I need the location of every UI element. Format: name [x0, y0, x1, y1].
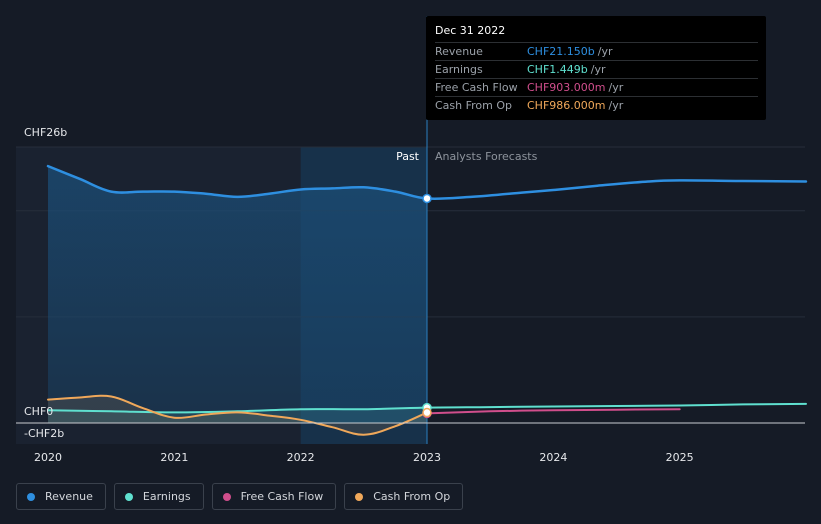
- legend-dot-icon: [124, 492, 133, 501]
- x-tick-label: 2025: [666, 451, 694, 464]
- legend-item-cash-from-op[interactable]: Cash From Op: [344, 483, 464, 510]
- series-areas: [48, 166, 427, 435]
- tooltip-date: Dec 31 2022: [435, 24, 758, 43]
- tooltip-row-value: CHF903.000m: [527, 81, 606, 94]
- x-axis-labels: 2020 2021 2022 2023 2024 2025: [34, 451, 694, 464]
- y-tick-label: -CHF2b: [24, 427, 64, 440]
- legend-label: Revenue: [45, 490, 93, 503]
- legend-label: Free Cash Flow: [240, 490, 324, 503]
- revenue-line: [46, 164, 808, 201]
- legend-dot-icon: [27, 492, 35, 501]
- tooltip-row-value: CHF986.000m: [527, 99, 606, 112]
- tooltip-row-value: CHF1.449b: [527, 63, 588, 76]
- cash-from-op-area: [48, 395, 427, 435]
- x-tick-label: 2023: [413, 451, 441, 464]
- legend-item-earnings[interactable]: Earnings: [113, 483, 204, 510]
- cash-from-op-point: [422, 407, 432, 418]
- tooltip-row-unit: /yr: [597, 45, 613, 58]
- tooltip-row-unit: /yr: [608, 81, 624, 94]
- tooltip-markers: [422, 193, 432, 419]
- legend-dot-icon: [222, 492, 231, 501]
- tooltip-row-name: Revenue: [435, 45, 483, 58]
- y-tick-label: CHF26b: [24, 126, 67, 139]
- legend: Revenue Earnings Free Cash Flow Cash From O…: [16, 483, 464, 510]
- tooltip-row-free-cash-flow: Free Cash Flow CHF903.000m/yr: [435, 79, 758, 97]
- tooltip-row-name: Cash From Op: [435, 99, 513, 112]
- forecast-label: Analysts Forecasts: [435, 150, 538, 163]
- tooltip-row-cash-from-op: Cash From Op CHF986.000m/yr: [435, 97, 758, 114]
- legend-item-revenue[interactable]: Revenue: [16, 483, 106, 510]
- legend-dot-icon: [355, 492, 364, 501]
- tooltip-row-unit: /yr: [590, 63, 606, 76]
- tooltip-row-unit: /yr: [608, 99, 624, 112]
- legend-label: Cash From Op: [373, 490, 451, 503]
- y-axis-labels: CHF26b CHF0 -CHF2b: [24, 126, 67, 440]
- cash-from-op-line: [47, 394, 428, 436]
- x-tick-label: 2022: [287, 451, 315, 464]
- tooltip-rows: Revenue CHF21.150b/yr Earnings CHF1.449b/yr…: [435, 43, 758, 114]
- past-label: Past: [396, 150, 420, 163]
- revenue-point: [422, 193, 432, 204]
- tooltip: Dec 31 2022 Revenue CHF21.150b/yr Earnings…: [426, 16, 766, 120]
- free-cash-flow-line: [426, 408, 681, 415]
- tooltip-row-value: CHF21.150b: [527, 45, 595, 58]
- tooltip-row-name: Free Cash Flow: [435, 81, 518, 94]
- x-tick-label: 2020: [34, 451, 62, 464]
- x-tick-label: 2024: [539, 451, 567, 464]
- tooltip-row-revenue: Revenue CHF21.150b/yr: [435, 43, 758, 61]
- earnings-area: [48, 407, 427, 423]
- tooltip-row-earnings: Earnings CHF1.449b/yr: [435, 61, 758, 79]
- tooltip-row-name: Earnings: [435, 63, 483, 76]
- legend-item-free-cash-flow[interactable]: Free Cash Flow: [211, 483, 337, 510]
- revenue-area: [48, 166, 427, 423]
- x-tick-label: 2021: [160, 451, 188, 464]
- legend-label: Earnings: [142, 490, 191, 503]
- y-tick-label: CHF0: [24, 405, 53, 418]
